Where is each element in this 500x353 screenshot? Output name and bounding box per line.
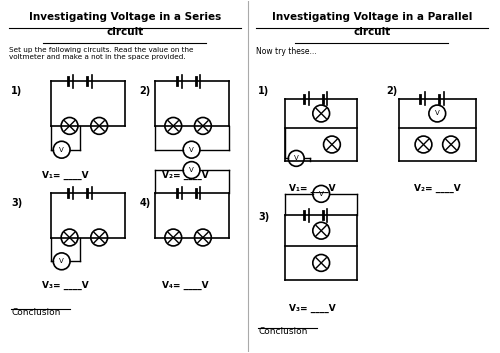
Text: V: V [60,258,64,264]
Text: 1): 1) [12,86,22,96]
Text: 4): 4) [140,198,151,208]
Text: 2): 2) [386,86,398,96]
Text: V: V [435,110,440,116]
Text: V₂= ____V: V₂= ____V [414,184,461,193]
Text: circuit: circuit [106,27,144,37]
Text: 3): 3) [258,212,270,222]
Text: V₃= ____V: V₃= ____V [289,304,336,313]
Text: V₃= ____V: V₃= ____V [42,281,89,290]
Text: Conclusion: Conclusion [258,327,308,336]
Text: V: V [60,147,64,153]
Text: V: V [189,167,194,173]
Text: V₁= ____V: V₁= ____V [42,170,89,180]
Text: Investigating Voltage in a Parallel: Investigating Voltage in a Parallel [272,12,472,22]
Text: Set up the following circuits. Read the value on the
voltmeter and make a not in: Set up the following circuits. Read the … [9,47,194,60]
Text: V₄= ____V: V₄= ____V [162,281,208,290]
Text: Now try these...: Now try these... [256,47,316,55]
Text: circuit: circuit [353,27,391,37]
Text: V: V [319,191,324,197]
Text: Conclusion: Conclusion [12,308,60,317]
Text: V: V [294,155,298,161]
Text: V: V [189,147,194,153]
Text: Investigating Voltage in a Series: Investigating Voltage in a Series [28,12,221,22]
Text: V₁= ____V: V₁= ____V [289,184,336,193]
Text: 3): 3) [12,198,22,208]
Text: 2): 2) [140,86,151,96]
Text: 1): 1) [258,86,270,96]
Text: V₂= ____V: V₂= ____V [162,170,208,180]
